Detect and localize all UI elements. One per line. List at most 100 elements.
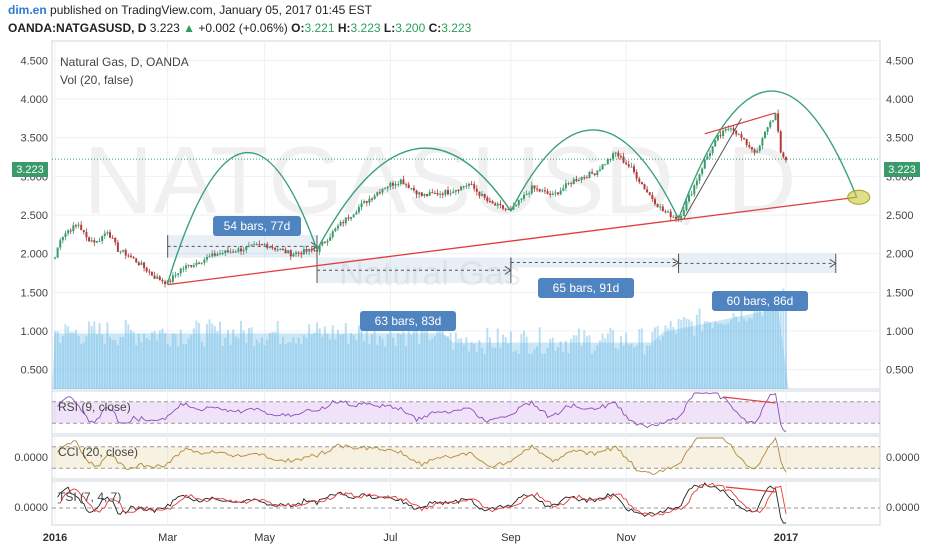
volume-bar [402, 331, 405, 389]
volume-bar [583, 330, 586, 389]
cycle-arc[interactable] [677, 90, 858, 220]
author-link[interactable]: dim.en [8, 3, 47, 17]
candle-body [745, 139, 748, 146]
candle-body [143, 262, 146, 268]
volume-bar [465, 337, 468, 389]
volume-bar [242, 330, 245, 389]
volume-bar [69, 332, 72, 389]
candle-body [242, 249, 245, 252]
volume-bar [221, 345, 224, 389]
candle-body [211, 253, 214, 257]
volume-bar [638, 329, 641, 389]
tsi-signal-line [57, 482, 787, 517]
candle-body [551, 193, 554, 196]
candle-body [156, 276, 159, 279]
target-ellipse[interactable] [847, 189, 871, 205]
candle-body [541, 190, 544, 192]
annotation-box-3[interactable] [538, 278, 634, 298]
candle-body [316, 250, 318, 252]
volume-bar [253, 346, 256, 389]
cycle-arc[interactable] [316, 147, 512, 251]
candle-body [67, 230, 70, 234]
volume-bar [745, 320, 748, 389]
pane-title: Natural Gas, D, OANDA [60, 55, 189, 69]
candle-body [627, 164, 630, 167]
candle-body [371, 198, 374, 200]
candle-body [61, 237, 64, 241]
annotation-box-2[interactable] [360, 311, 456, 331]
candle-body [279, 248, 282, 250]
volume-bar [360, 327, 363, 389]
candle-body [559, 190, 562, 195]
volume-bar [355, 340, 358, 389]
volume-bar [570, 338, 573, 389]
candle-body [119, 251, 122, 253]
volume-bar [753, 304, 756, 389]
volume-bar [407, 325, 410, 389]
volume-bar [389, 326, 392, 389]
volume-bar [727, 323, 730, 389]
cycle-arc[interactable] [510, 129, 680, 220]
support-trendline[interactable] [167, 196, 857, 286]
candle-body [536, 188, 539, 190]
candle-body [667, 211, 670, 213]
wedge-line-upper[interactable] [704, 112, 776, 135]
volume-bar [722, 324, 725, 389]
volume-bar [59, 343, 62, 389]
candle-body [54, 257, 56, 259]
x-tick-label: 2016 [43, 532, 67, 544]
annotation-box-1[interactable] [213, 216, 301, 236]
candle-body [441, 193, 444, 195]
candle-body [525, 194, 528, 196]
y-tick-label-right: 4.500 [886, 55, 914, 67]
volume-bar [499, 347, 502, 389]
volume-bar [229, 344, 232, 389]
volume-bar [161, 328, 164, 389]
volume-bar [525, 336, 528, 389]
candle-body [203, 259, 206, 263]
candle-body [659, 206, 662, 208]
volume-bar [109, 337, 112, 389]
candle-body [300, 252, 303, 255]
candle-body [129, 255, 132, 257]
candle-body [619, 156, 622, 158]
candle-body [103, 233, 106, 236]
volume-bar [543, 353, 546, 389]
volume-bar [522, 330, 525, 389]
cycle-arc[interactable] [166, 151, 318, 284]
volume-bar [135, 345, 138, 389]
candle-body [533, 185, 536, 189]
volume-bar [148, 339, 151, 389]
candle-body [313, 250, 316, 252]
cci-label: CCI (20, close) [58, 445, 138, 459]
open-label: O: [291, 21, 305, 35]
candle-body [564, 183, 567, 189]
candle-body [177, 273, 180, 275]
wedge-line-lower[interactable] [683, 118, 742, 220]
candle-body [703, 159, 706, 169]
annotation-box-4[interactable] [712, 291, 808, 311]
x-tick-label: May [254, 532, 275, 544]
volume-bar [680, 319, 683, 389]
candle-body [646, 189, 649, 193]
candle-body [737, 134, 740, 136]
volume-bar [302, 335, 305, 389]
symbol-name[interactable]: OANDA:NATGASUSD, D [8, 21, 147, 35]
volume-bar [179, 329, 182, 389]
candle-body [756, 150, 759, 153]
tsi-divergence-line[interactable] [725, 486, 776, 493]
cci-line [57, 436, 787, 475]
candle-body [190, 264, 193, 267]
volume-bar [284, 344, 287, 389]
candle-body [562, 188, 565, 191]
volume-bar [496, 328, 499, 389]
candle-body [179, 268, 182, 274]
candle-body [682, 210, 685, 216]
volume-bar [766, 294, 769, 389]
volume-bar [441, 322, 444, 389]
candle-body [80, 224, 83, 231]
rsi-divergence-line[interactable] [723, 396, 776, 404]
volume-bar [439, 327, 442, 389]
volume-bar [213, 326, 216, 389]
